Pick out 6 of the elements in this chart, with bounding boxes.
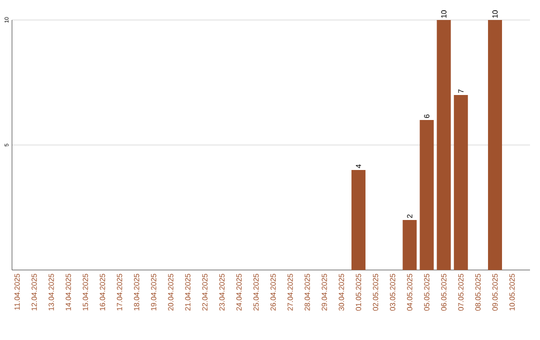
bar: [436, 20, 451, 270]
bar: [420, 120, 434, 270]
bar: [351, 170, 366, 270]
bar: [454, 94, 468, 270]
bar: [402, 220, 417, 270]
bar: [488, 20, 502, 270]
